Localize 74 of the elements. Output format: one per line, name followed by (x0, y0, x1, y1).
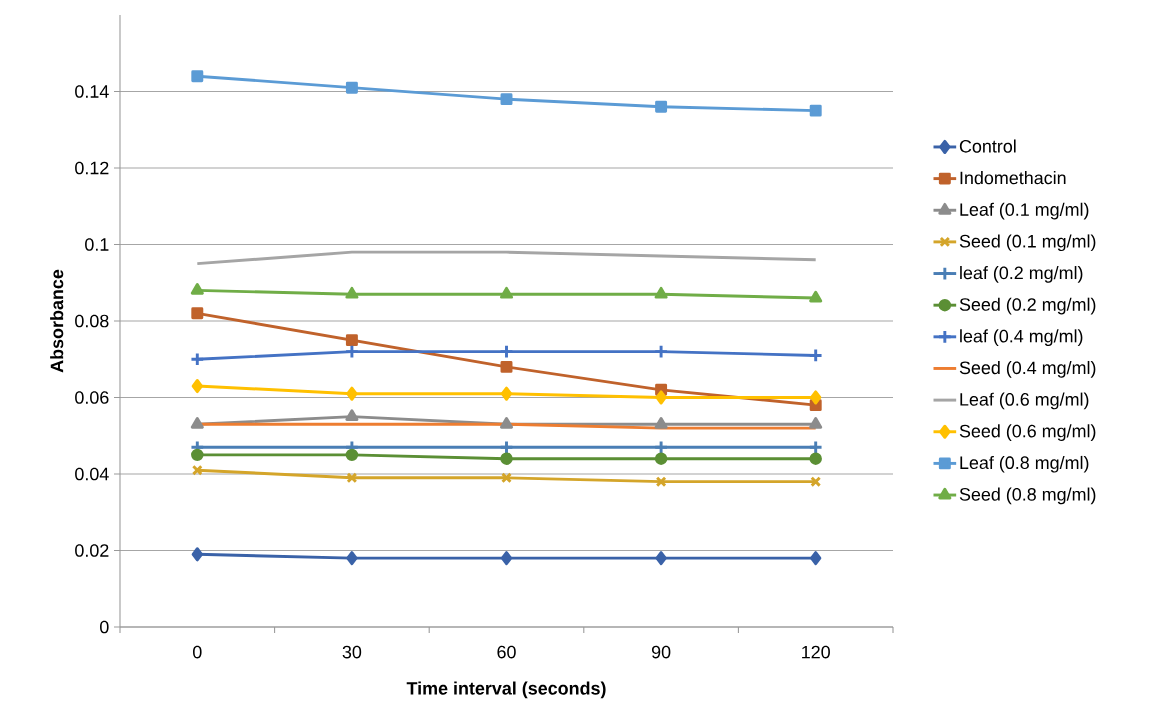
point (808, 348, 824, 363)
point (345, 334, 358, 347)
legend-label: Seed (0.8 mg/ml) (959, 487, 1096, 505)
point (191, 378, 203, 394)
point (190, 283, 204, 295)
y-tick-label: 0.02 (75, 544, 109, 557)
point (809, 416, 823, 429)
point (344, 344, 360, 359)
point (654, 286, 668, 299)
point (499, 344, 514, 359)
legend-label: Seed (0.1 mg/ml) (959, 234, 1096, 252)
point (501, 472, 512, 484)
point (345, 81, 358, 94)
point (653, 344, 669, 359)
point (191, 464, 203, 476)
legend-label: Seed (0.4 mg/ml) (959, 360, 1096, 378)
point (655, 551, 667, 566)
point (499, 286, 514, 299)
y-tick-label: 0.08 (75, 314, 109, 328)
legend-label: Seed (0.2 mg/ml) (959, 297, 1096, 315)
x-tick-label: 60 (497, 645, 516, 659)
legend-label: Indomethacin (960, 171, 1066, 185)
point (191, 448, 204, 462)
point (809, 104, 822, 117)
point (345, 409, 359, 421)
point (345, 448, 359, 462)
point (655, 390, 667, 405)
y-tick-label: 0.04 (75, 467, 109, 481)
x-tick-label: 120 (802, 645, 830, 659)
x-tick-label: 30 (342, 645, 362, 659)
y-tick-label: 0.14 (75, 85, 109, 98)
point (809, 452, 822, 465)
y-axis-title: Absorbance (50, 269, 64, 373)
point (810, 390, 822, 405)
point (190, 416, 204, 429)
point (346, 472, 358, 484)
point (191, 70, 204, 83)
point (191, 547, 203, 562)
legend-label: leaf (0.2 mg/ml) (960, 266, 1083, 283)
y-tick-label: 0.12 (75, 161, 109, 175)
point (809, 290, 823, 303)
line-series (195, 250, 818, 266)
point (499, 439, 514, 455)
point (500, 360, 513, 373)
point (189, 351, 205, 367)
x-tick-label: 90 (651, 645, 671, 659)
point (654, 452, 668, 465)
point (654, 416, 668, 429)
legend-label: leaf (0.4 mg/ml) (960, 329, 1083, 347)
point (499, 416, 514, 429)
point (345, 286, 359, 299)
y-tick-label: 0.1 (85, 238, 109, 251)
x-tick-label: 0 (193, 645, 202, 659)
legend-label: Seed (0.6 mg/ml) (959, 424, 1096, 441)
point (191, 307, 204, 320)
point (655, 476, 667, 488)
point (500, 452, 513, 465)
legend-label: Leaf (0.6 mg/ml) (960, 392, 1089, 410)
point (500, 551, 513, 566)
legend-label: Leaf (0.1 mg/ml) (960, 202, 1089, 220)
point (810, 551, 822, 566)
point (346, 386, 358, 401)
y-tick-label: 0.06 (75, 391, 109, 404)
point (653, 439, 669, 455)
point (500, 386, 513, 401)
point (810, 476, 822, 488)
point (808, 439, 824, 455)
y-tick-label: 0 (100, 620, 109, 634)
legend-label: Leaf (0.8 mg/ml) (960, 455, 1089, 473)
point (655, 100, 668, 113)
x-axis-title: Time interval (seconds) (406, 681, 606, 699)
point (346, 551, 358, 566)
legend-label: Control (959, 139, 1016, 153)
point (500, 93, 513, 106)
